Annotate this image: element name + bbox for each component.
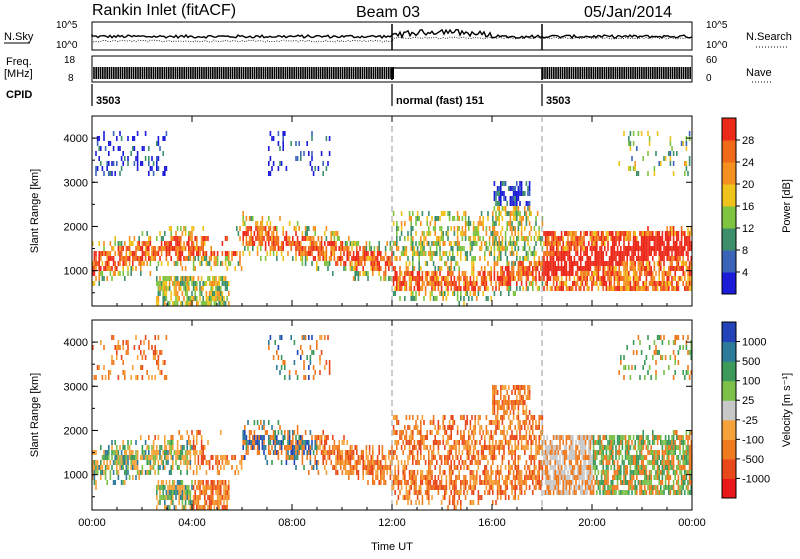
y-tick-label: 1000 xyxy=(64,470,88,482)
colorbar-swatch xyxy=(722,459,736,479)
freq-tick-bottom: 8 xyxy=(68,73,74,84)
date-label: 05/Jan/2014 xyxy=(584,4,672,21)
colorbar-tick-label: 1000 xyxy=(742,337,766,349)
colorbar-swatch xyxy=(722,272,736,295)
nsky-label: N.Sky xyxy=(4,31,34,43)
colorbar-tick-label: 12 xyxy=(742,223,754,235)
colorbar-swatch xyxy=(722,162,736,185)
colorbar-swatch xyxy=(722,228,736,251)
colorbar-swatch xyxy=(722,206,736,229)
nsky-tick-bottom: 10^0 xyxy=(56,40,78,51)
colorbar-swatch xyxy=(722,478,736,498)
cpid-segment-label: 3503 xyxy=(546,95,570,107)
nave-tick-top: 60 xyxy=(706,55,718,66)
y-tick-label: 4000 xyxy=(64,337,88,349)
nsky-tick-top: 10^5 xyxy=(56,20,78,31)
colorbar-tick-label: 100 xyxy=(742,376,760,388)
y-tick-label: 3000 xyxy=(64,381,88,393)
colorbar-swatch xyxy=(722,140,736,163)
x-axis-title: Time UT xyxy=(371,541,413,553)
colorbar-tick-label: 8 xyxy=(742,245,748,257)
colorbar-tick-label: -25 xyxy=(742,415,758,427)
cpid-label: CPID xyxy=(6,89,32,101)
y-tick-label: 4000 xyxy=(64,133,88,145)
colorbar-label: Power [dB] xyxy=(781,179,793,233)
power-colorbar: 4 8 12 16 20 24 28 Power [dB] xyxy=(722,118,793,295)
y-axis-label: Slant Range [km] xyxy=(29,373,41,457)
colorbar-tick-label: 25 xyxy=(742,395,754,407)
nave-label: Nave xyxy=(746,67,772,79)
x-tick-label: 00:00 xyxy=(678,517,706,529)
y-tick-label: 3000 xyxy=(64,177,88,189)
nsearch-label: N.Search xyxy=(746,31,792,43)
velocity-colorbar: 1000 500 100 25 -25 -100 -500 -1000 Velocity [m … xyxy=(722,322,793,499)
x-tick-label: 04:00 xyxy=(178,517,206,529)
colorbar-swatch xyxy=(722,322,736,342)
freq-tick-top: 18 xyxy=(64,55,76,66)
nsearch-tick-top: 10^5 xyxy=(706,20,728,31)
colorbar-swatch xyxy=(722,184,736,207)
cpid-row: 3503 normal (fast) 151 3503 xyxy=(92,84,570,107)
colorbar-swatch xyxy=(722,250,736,273)
colorbar-swatch xyxy=(722,400,736,420)
colorbar-swatch xyxy=(722,420,736,440)
colorbar-tick-label: 500 xyxy=(742,356,760,368)
nave-tick-bottom: 0 xyxy=(706,73,712,84)
y-tick-label: 2000 xyxy=(64,425,88,437)
y-axis-label: Slant Range [km] xyxy=(29,169,41,253)
cpid-segment-label: normal (fast) 151 xyxy=(396,95,484,107)
y-tick-label: 1000 xyxy=(64,266,88,278)
colorbar-tick-label: 16 xyxy=(742,201,754,213)
colorbar-swatch xyxy=(722,439,736,459)
colorbar-swatch xyxy=(722,118,736,141)
colorbar-swatch xyxy=(722,381,736,401)
colorbar-tick-label: 24 xyxy=(742,157,754,169)
colorbar-tick-label: -1000 xyxy=(742,473,770,485)
colorbar-swatch xyxy=(722,361,736,381)
cpid-segment-label: 3503 xyxy=(96,95,120,107)
colorbar-tick-label: -100 xyxy=(742,434,764,446)
colorbar-label: Velocity [m s⁻¹] xyxy=(781,373,793,447)
station-title: Rankin Inlet (fitACF) xyxy=(92,2,236,19)
freq-label: Freq. xyxy=(6,56,32,68)
freq-bars xyxy=(94,67,690,80)
freq-unit: [MHz] xyxy=(4,68,33,80)
colorbar-tick-label: -500 xyxy=(742,454,764,466)
x-tick-label: 16:00 xyxy=(478,517,506,529)
x-tick-label: 12:00 xyxy=(378,517,406,529)
colorbar-tick-label: 4 xyxy=(742,267,748,279)
beam-label: Beam 03 xyxy=(356,4,420,21)
colorbar-swatch xyxy=(722,342,736,362)
x-tick-label: 00:00 xyxy=(78,517,106,529)
x-tick-label: 08:00 xyxy=(278,517,306,529)
y-tick-label: 2000 xyxy=(64,221,88,233)
colorbar-tick-label: 20 xyxy=(742,179,754,191)
power-panel: 1000 2000 3000 4000 Slant Range [km] xyxy=(29,116,692,306)
colorbar-tick-label: 28 xyxy=(742,135,754,147)
velocity-panel: 1000 2000 3000 4000 00:00 04:00 08:00 12:00 16:0… xyxy=(29,320,706,529)
x-tick-label: 20:00 xyxy=(578,517,606,529)
nsearch-tick-bottom: 10^0 xyxy=(706,40,728,51)
